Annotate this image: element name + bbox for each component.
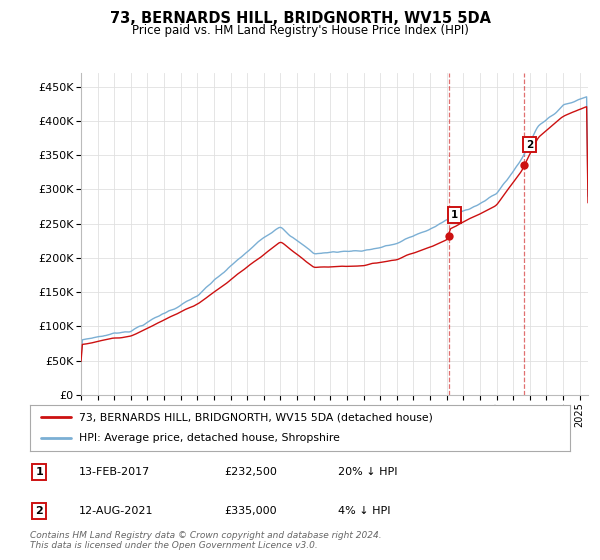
Text: 73, BERNARDS HILL, BRIDGNORTH, WV15 5DA (detached house): 73, BERNARDS HILL, BRIDGNORTH, WV15 5DA … bbox=[79, 412, 433, 422]
Text: 73, BERNARDS HILL, BRIDGNORTH, WV15 5DA: 73, BERNARDS HILL, BRIDGNORTH, WV15 5DA bbox=[110, 11, 491, 26]
Text: 2: 2 bbox=[35, 506, 43, 516]
Text: £335,000: £335,000 bbox=[224, 506, 277, 516]
Text: 1: 1 bbox=[451, 210, 458, 220]
Text: 4% ↓ HPI: 4% ↓ HPI bbox=[338, 506, 390, 516]
Text: HPI: Average price, detached house, Shropshire: HPI: Average price, detached house, Shro… bbox=[79, 433, 340, 444]
Text: £232,500: £232,500 bbox=[224, 467, 277, 477]
Text: 12-AUG-2021: 12-AUG-2021 bbox=[79, 506, 153, 516]
Text: 20% ↓ HPI: 20% ↓ HPI bbox=[338, 467, 397, 477]
Text: 2: 2 bbox=[526, 140, 533, 150]
Text: 13-FEB-2017: 13-FEB-2017 bbox=[79, 467, 150, 477]
Text: 1: 1 bbox=[35, 467, 43, 477]
Text: Price paid vs. HM Land Registry's House Price Index (HPI): Price paid vs. HM Land Registry's House … bbox=[131, 24, 469, 36]
Text: Contains HM Land Registry data © Crown copyright and database right 2024.
This d: Contains HM Land Registry data © Crown c… bbox=[30, 531, 382, 550]
